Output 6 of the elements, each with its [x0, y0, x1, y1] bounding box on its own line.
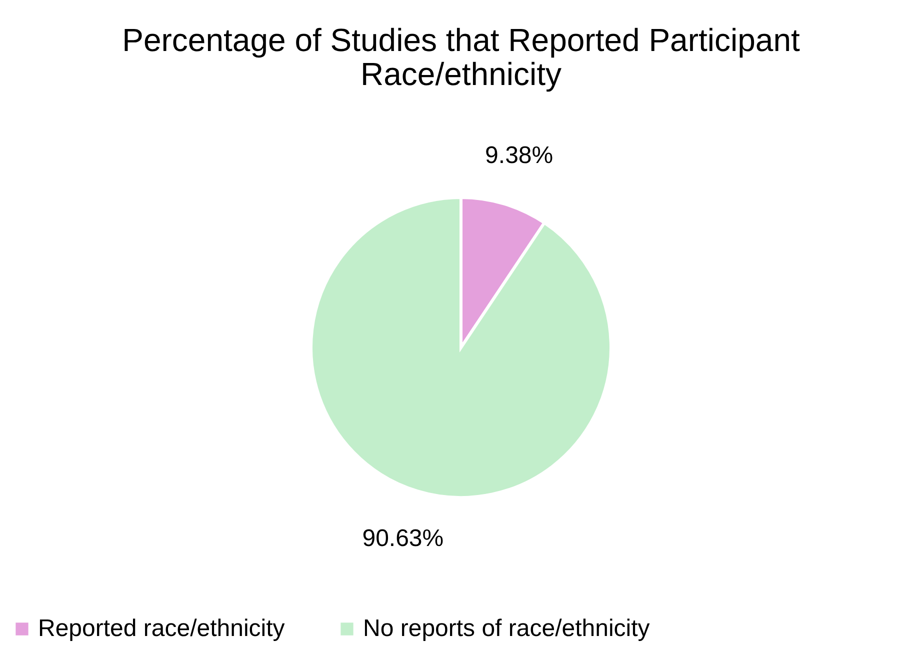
data-label: 9.38% — [485, 142, 554, 170]
legend-label: Reported race/ethnicity — [38, 615, 285, 642]
legend-label: No reports of race/ethnicity — [363, 615, 650, 642]
pie-slice — [310, 196, 612, 499]
data-label: 90.63% — [362, 524, 444, 552]
chart-title: Percentage of Studies that Reported Participant Race/ethnicity — [122, 22, 800, 92]
